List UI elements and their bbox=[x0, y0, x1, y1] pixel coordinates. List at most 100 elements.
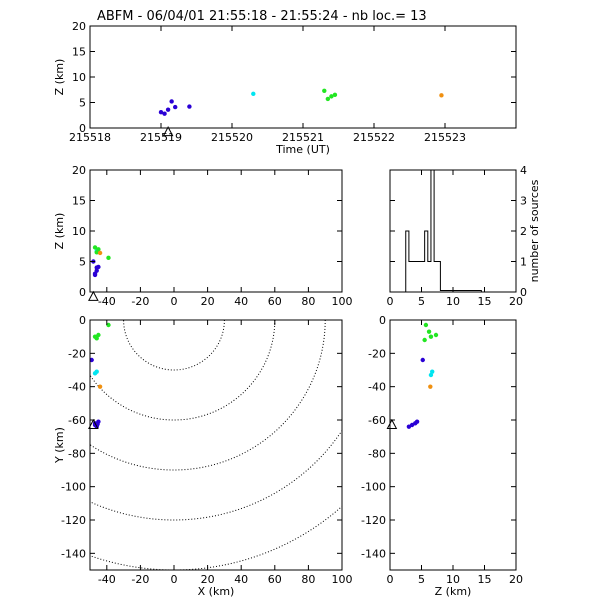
plot-area bbox=[158, 88, 444, 116]
x-tick-label: 5 bbox=[418, 573, 425, 586]
x-tick-label: 15 bbox=[478, 573, 492, 586]
x-tick-label: 215521 bbox=[282, 131, 324, 144]
y-tick-label: 3 bbox=[520, 195, 527, 208]
x-tick-label: 100 bbox=[332, 295, 353, 308]
source-point bbox=[433, 332, 439, 338]
x-tick-label: -40 bbox=[98, 295, 116, 308]
source-point bbox=[428, 384, 433, 389]
x-tick-label: 0 bbox=[387, 295, 394, 308]
x-tick-label: 0 bbox=[171, 573, 178, 586]
source-point bbox=[332, 92, 338, 98]
y-tick-label: -100 bbox=[61, 481, 86, 494]
source-point bbox=[251, 91, 256, 97]
x-tick-label: 40 bbox=[234, 295, 248, 308]
histogram-steps bbox=[405, 170, 482, 292]
x-tick-label: 5 bbox=[418, 295, 425, 308]
source-point bbox=[106, 322, 111, 328]
plot-frame bbox=[89, 169, 343, 293]
source-point bbox=[165, 107, 171, 112]
x-tick-label: 80 bbox=[301, 573, 315, 586]
x-tick-label: 215522 bbox=[353, 131, 395, 144]
plot-area bbox=[90, 320, 342, 570]
source-point bbox=[96, 332, 101, 338]
y-tick-label: 0 bbox=[79, 286, 86, 299]
station-marker bbox=[88, 290, 99, 301]
source-point bbox=[173, 104, 178, 110]
plot-area bbox=[405, 170, 482, 292]
y-tick-label: 5 bbox=[79, 256, 86, 269]
source-point bbox=[92, 245, 98, 250]
figure-panels: 215518 215519 215520 215521 215522 2155230510… bbox=[53, 20, 542, 598]
range-ring bbox=[123, 320, 225, 371]
source-point bbox=[439, 93, 444, 98]
x-axis-label: Time (UT) bbox=[275, 143, 330, 156]
source-point bbox=[322, 88, 327, 93]
source-point bbox=[106, 255, 111, 261]
x-tick-label: 40 bbox=[234, 573, 248, 586]
x-tick-label: 215519 bbox=[140, 131, 182, 144]
y-tick-label: -120 bbox=[61, 514, 86, 527]
panel-x-altitude: -40 -20 0 20 40 60 80 100 0 5 10 15 20 Z (km) bbox=[53, 164, 353, 308]
x-tick-label: 0 bbox=[387, 573, 394, 586]
y-tick-label: -20 bbox=[368, 347, 386, 360]
source-point bbox=[169, 99, 174, 104]
plot-frame bbox=[89, 25, 517, 129]
source-point bbox=[96, 247, 101, 252]
y-tick-label: 20 bbox=[72, 20, 86, 33]
y-tick-label: -140 bbox=[361, 547, 386, 560]
source-point bbox=[97, 250, 103, 256]
source-point bbox=[92, 334, 98, 339]
x-tick-label: 0 bbox=[171, 295, 178, 308]
y-tick-label: 0 bbox=[379, 314, 386, 327]
x-tick-label: 100 bbox=[332, 573, 353, 586]
source-point bbox=[90, 357, 94, 363]
x-tick-label: 20 bbox=[509, 295, 523, 308]
y-tick-label: -40 bbox=[68, 381, 86, 394]
y-tick-label: -40 bbox=[368, 381, 386, 394]
panel-altitude-y: 0 5 10 15 20 -140 -120 -100 -80 -60 -40 -20 0 Z (km) bbox=[361, 314, 523, 598]
y-tick-label: -20 bbox=[68, 347, 86, 360]
plot-area bbox=[406, 322, 439, 429]
source-point bbox=[422, 337, 427, 343]
x-tick-label: 60 bbox=[268, 573, 282, 586]
y-tick-label: 0 bbox=[79, 314, 86, 327]
y-tick-label: -60 bbox=[68, 414, 86, 427]
y-tick-label: 10 bbox=[72, 71, 86, 84]
station-marker bbox=[386, 418, 398, 429]
plot-frame bbox=[89, 319, 343, 571]
panel-time-altitude: 215518 215519 215520 215521 215522 215523 0 5 10… bbox=[53, 20, 517, 156]
x-tick-label: 80 bbox=[301, 295, 315, 308]
y-tick-label: 5 bbox=[79, 97, 86, 110]
x-tick-label: 215523 bbox=[424, 131, 466, 144]
source-point bbox=[92, 272, 98, 278]
source-point bbox=[428, 372, 434, 378]
plot-frame bbox=[389, 319, 517, 571]
x-tick-label: 20 bbox=[201, 295, 215, 308]
y-axis-label: Y (km) bbox=[53, 427, 66, 464]
y-tick-label: 15 bbox=[72, 46, 86, 59]
plot-area bbox=[91, 245, 111, 278]
y-tick-label: 15 bbox=[72, 195, 86, 208]
x-tick-label: 20 bbox=[201, 573, 215, 586]
range-ring bbox=[90, 429, 342, 521]
y-axis-label: Z (km) bbox=[53, 59, 66, 96]
y-tick-label: -80 bbox=[368, 447, 386, 460]
x-tick-label: 215520 bbox=[211, 131, 253, 144]
x-tick-label: 215518 bbox=[69, 131, 111, 144]
source-point bbox=[94, 268, 99, 273]
source-point bbox=[420, 357, 425, 363]
x-axis-label: Z (km) bbox=[435, 585, 472, 598]
x-tick-label: 60 bbox=[268, 295, 282, 308]
y-tick-label: 20 bbox=[72, 164, 86, 177]
y-tick-label: -140 bbox=[61, 547, 86, 560]
x-tick-label: 20 bbox=[509, 573, 523, 586]
source-point bbox=[329, 94, 334, 99]
y-tick-label: 0 bbox=[79, 122, 86, 135]
y-tick-label: 1 bbox=[520, 256, 527, 269]
station-marker bbox=[162, 126, 174, 137]
source-point bbox=[187, 104, 192, 109]
y-tick-label: 10 bbox=[72, 225, 86, 238]
source-point bbox=[96, 264, 101, 270]
